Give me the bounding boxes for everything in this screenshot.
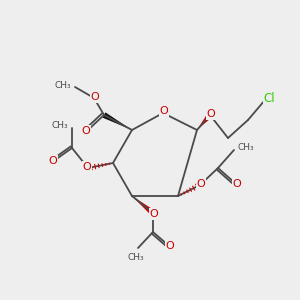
- Text: O: O: [82, 162, 91, 172]
- Text: O: O: [150, 209, 158, 219]
- Text: O: O: [166, 241, 174, 251]
- Text: O: O: [49, 156, 57, 166]
- Text: Cl: Cl: [263, 92, 275, 106]
- Polygon shape: [103, 112, 132, 130]
- Text: O: O: [91, 92, 99, 102]
- Text: O: O: [232, 179, 242, 189]
- Text: O: O: [82, 126, 90, 136]
- Polygon shape: [132, 196, 155, 215]
- Text: CH₃: CH₃: [54, 82, 71, 91]
- Text: O: O: [207, 109, 215, 119]
- Polygon shape: [197, 113, 212, 130]
- Text: CH₃: CH₃: [237, 143, 253, 152]
- Text: CH₃: CH₃: [128, 253, 144, 262]
- Text: CH₃: CH₃: [51, 122, 68, 130]
- Text: O: O: [160, 106, 168, 116]
- Text: O: O: [196, 179, 206, 189]
